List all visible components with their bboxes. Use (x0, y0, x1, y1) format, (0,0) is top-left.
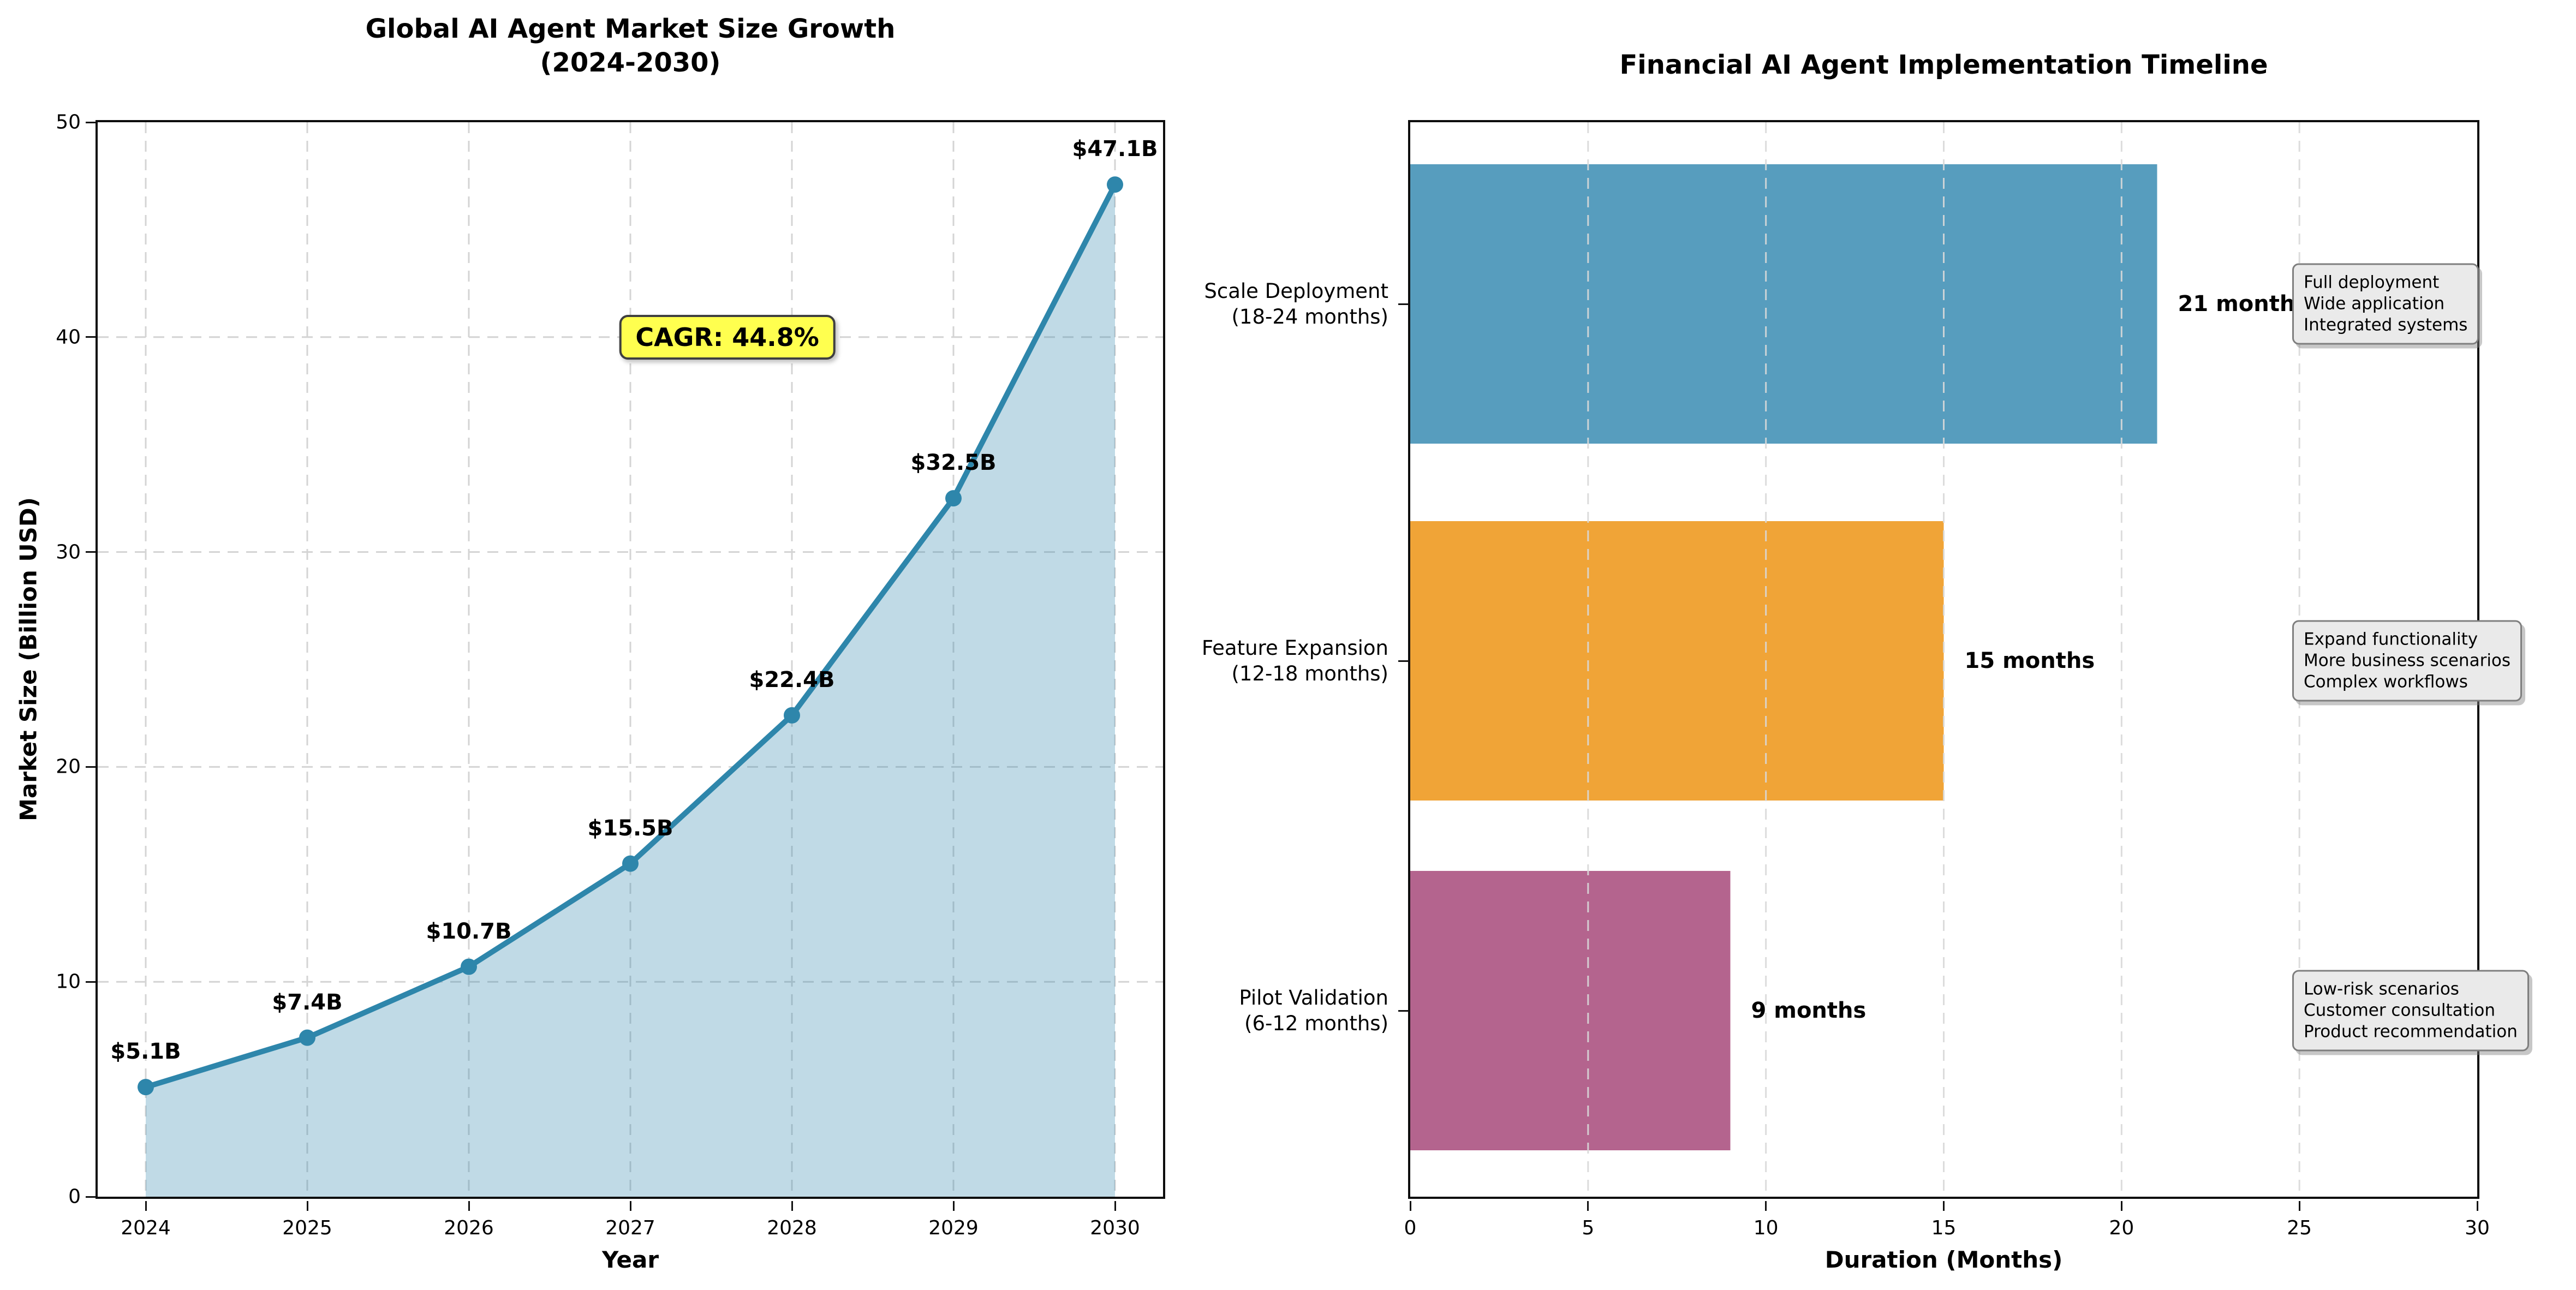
x-tick-label: 15 (1931, 1217, 1957, 1239)
y-tick-mark (86, 1196, 96, 1198)
point-value-label: $10.7B (426, 918, 512, 944)
bar-annotation-box: Expand functionality More business scenar… (2292, 620, 2523, 702)
point-value-label: $7.4B (272, 989, 343, 1015)
x-tick-label: 2024 (121, 1217, 171, 1239)
x-tick-label: 5 (1582, 1217, 1595, 1239)
y-tick-mark (1398, 1010, 1408, 1012)
y-tick-mark (86, 336, 96, 338)
x-tick-mark (1587, 1201, 1589, 1211)
bar-annotation-line: Full deployment (2304, 272, 2440, 292)
bar-value-label: 21 months (2178, 291, 2309, 316)
right-plot-area (1408, 120, 2479, 1199)
left-plot-area (96, 120, 1165, 1199)
y-tick-mark (86, 551, 96, 553)
x-tick-label: 20 (2109, 1217, 2134, 1239)
y-tick-label: 20 (56, 755, 81, 778)
x-tick-mark (1765, 1201, 1767, 1211)
y-tick-mark (1398, 303, 1408, 305)
bar-annotation-box: Low-risk scenarios Customer consultation P… (2292, 970, 2529, 1052)
y-tick-label: 30 (56, 541, 81, 564)
left-chart-title-line2: (2024-2030) (540, 47, 721, 78)
x-tick-mark (952, 1201, 955, 1211)
x-tick-mark (1943, 1201, 1945, 1211)
x-tick-label: 0 (1404, 1217, 1417, 1239)
category-tick-label: Pilot Validation (6-12 months) (1239, 985, 1388, 1036)
category-tick-label: Scale Deployment (18-24 months) (1204, 278, 1388, 330)
y-tick-label: 10 (56, 970, 81, 993)
x-tick-mark (1409, 1201, 1411, 1211)
x-tick-label: 2029 (928, 1217, 979, 1239)
bar-annotation-line: Expand functionality (2304, 629, 2478, 649)
bar-svg (1410, 122, 2300, 1197)
x-tick-label: 2030 (1090, 1217, 1140, 1239)
category-tick-line: (12-18 months) (1231, 662, 1388, 685)
bar-annotation-line: Low-risk scenarios (2304, 979, 2459, 999)
y-tick-mark (86, 766, 96, 768)
bar-annotation-line: Wide application (2304, 294, 2445, 314)
y-tick-label: 50 (56, 111, 81, 134)
right-x-axis-label: Duration (Months) (1824, 1246, 2063, 1273)
category-tick-line: (6-12 months) (1244, 1012, 1388, 1035)
cagr-annotation: CAGR: 44.8% (619, 314, 836, 360)
bar-annotation-line: Complex workflows (2304, 672, 2468, 692)
bar-annotation-box: Full deployment Wide application Integrate… (2292, 263, 2479, 345)
x-tick-label: 2025 (282, 1217, 332, 1239)
x-tick-mark (629, 1201, 631, 1211)
category-tick-line: Scale Deployment (1204, 279, 1388, 303)
y-tick-mark (86, 981, 96, 983)
point-value-label: $47.1B (1072, 136, 1158, 162)
bar-annotation-line: Integrated systems (2304, 315, 2468, 335)
y-tick-label: 0 (68, 1185, 81, 1208)
x-tick-mark (306, 1201, 308, 1211)
left-x-axis-label: Year (601, 1246, 659, 1273)
x-tick-mark (1114, 1201, 1116, 1211)
category-tick-line: Feature Expansion (1201, 636, 1388, 660)
y-tick-mark (86, 121, 96, 123)
bar-value-label: 9 months (1751, 998, 1867, 1023)
line-area-svg (98, 122, 1163, 1197)
x-tick-mark (2476, 1201, 2478, 1211)
point-value-label: $22.4B (749, 667, 835, 692)
bar-annotation-line: More business scenarios (2304, 650, 2511, 671)
category-tick-line: (18-24 months) (1231, 305, 1388, 329)
x-tick-label: 2026 (444, 1217, 494, 1239)
y-tick-label: 40 (56, 326, 81, 349)
bar-annotation-line: Product recommendation (2304, 1022, 2518, 1042)
x-tick-label: 10 (1753, 1217, 1779, 1239)
x-tick-label: 30 (2465, 1217, 2490, 1239)
x-tick-mark (145, 1201, 147, 1211)
x-tick-label: 25 (2287, 1217, 2312, 1239)
point-value-label: $5.1B (110, 1039, 181, 1065)
x-tick-label: 2028 (767, 1217, 817, 1239)
left-chart-title-line1: Global AI Agent Market Size Growth (365, 14, 896, 44)
category-tick-label: Feature Expansion (12-18 months) (1202, 635, 1388, 686)
x-tick-mark (791, 1201, 793, 1211)
y-tick-mark (1398, 660, 1408, 662)
left-y-axis-label: Market Size (Billion USD) (15, 497, 42, 821)
point-value-label: $32.5B (910, 450, 997, 476)
x-tick-mark (2298, 1201, 2300, 1211)
bar-annotation-line: Customer consultation (2304, 1000, 2496, 1020)
right-chart-title: Financial AI Agent Implementation Timeli… (1619, 50, 2268, 80)
bar-value-label: 15 months (1964, 648, 2095, 673)
point-value-label: $15.5B (587, 815, 673, 841)
x-tick-mark (2120, 1201, 2122, 1211)
left-chart-title: Global AI Agent Market Size Growth (2024… (98, 12, 1163, 80)
x-tick-mark (468, 1201, 470, 1211)
x-tick-label: 2027 (605, 1217, 655, 1239)
category-tick-line: Pilot Validation (1239, 986, 1388, 1010)
